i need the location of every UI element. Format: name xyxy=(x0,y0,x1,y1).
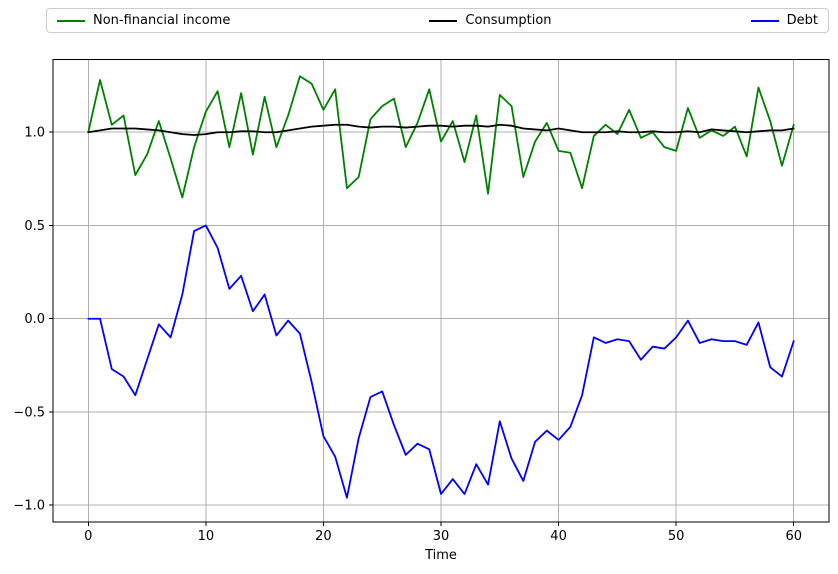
income-line-swatch-icon xyxy=(57,19,85,22)
svg-text:60: 60 xyxy=(785,529,802,544)
y-tick-labels: −1.0 −0.5 0.0 0.5 1.0 xyxy=(13,126,45,514)
svg-text:−0.5: −0.5 xyxy=(13,405,45,420)
svg-text:0.5: 0.5 xyxy=(24,219,45,234)
svg-text:10: 10 xyxy=(198,529,215,544)
legend-label-consumption: Consumption xyxy=(465,13,552,28)
legend-item-debt: Debt xyxy=(750,13,818,28)
svg-text:−1.0: −1.0 xyxy=(13,499,45,514)
svg-text:0: 0 xyxy=(84,529,92,544)
svg-text:30: 30 xyxy=(433,529,450,544)
legend-item-non-financial-income: Non-financial income xyxy=(57,14,230,27)
consumption-line-swatch-icon xyxy=(429,19,458,22)
svg-text:50: 50 xyxy=(668,529,685,544)
svg-text:20: 20 xyxy=(315,529,332,544)
x-axis-label: Time xyxy=(424,548,457,563)
svg-text:40: 40 xyxy=(550,529,567,544)
tick-marks xyxy=(49,131,795,526)
legend-item-consumption: Consumption xyxy=(429,13,552,28)
legend-label-debt: Debt xyxy=(786,13,818,28)
debt-line-swatch-icon xyxy=(750,19,779,22)
svg-text:0.0: 0.0 xyxy=(24,312,45,327)
x-tick-labels: 0 10 20 30 40 50 60 xyxy=(84,529,802,544)
svg-text:1.0: 1.0 xyxy=(24,126,45,141)
series-line-debt xyxy=(87,224,795,499)
series-line-consumption xyxy=(87,123,795,136)
legend: Non-financial income Consumption Debt xyxy=(46,8,829,33)
series-line-non-financial-income xyxy=(87,75,795,199)
gridlines xyxy=(53,59,829,522)
legend-label-non-financial-income: Non-financial income xyxy=(93,13,231,28)
